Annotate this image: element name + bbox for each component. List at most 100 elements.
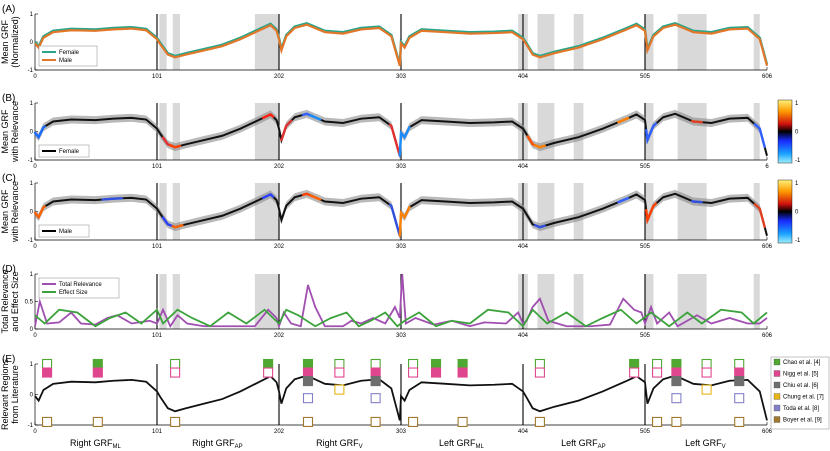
literature-marker bbox=[408, 416, 419, 428]
relevance-mark bbox=[33, 125, 46, 140]
relevance-mark bbox=[161, 216, 174, 228]
y-tick-label: 1 bbox=[30, 101, 34, 107]
x-tick-label: 0 bbox=[33, 74, 37, 80]
mean-curve bbox=[34, 374, 768, 421]
literature-marker bbox=[734, 367, 745, 378]
y-axis-label: Mean GRF bbox=[0, 189, 10, 234]
x-tick-label: 303 bbox=[396, 429, 407, 435]
literature-marker bbox=[170, 358, 181, 370]
colorbar-tick-label: -1 bbox=[795, 158, 801, 164]
y-tick-label: 0 bbox=[30, 130, 34, 136]
legend-swatch bbox=[773, 370, 781, 377]
literature-marker bbox=[629, 367, 640, 378]
x-tick-label: 202 bbox=[274, 333, 285, 339]
segment-label: Left GRFML bbox=[439, 438, 485, 450]
literature-marker bbox=[671, 393, 682, 404]
literature-marker bbox=[430, 367, 442, 378]
relevance-mark bbox=[171, 224, 184, 229]
shaded-region bbox=[159, 103, 167, 160]
y-axis-label: Mean GRF bbox=[0, 109, 10, 154]
x-tick-label: 101 bbox=[152, 164, 163, 170]
literature-marker bbox=[734, 393, 745, 404]
relevance-mark bbox=[533, 224, 546, 229]
y-tick-label: -1 bbox=[28, 423, 34, 429]
x-tick-label: 505 bbox=[640, 74, 651, 80]
literature-marker bbox=[701, 367, 712, 378]
x-tick-label: 101 bbox=[152, 333, 163, 339]
legend-entry: Chung et al. [7] bbox=[783, 395, 824, 401]
shaded-region bbox=[677, 103, 707, 160]
series-total-relevance bbox=[34, 273, 768, 330]
x-tick-label: 505 bbox=[640, 164, 651, 170]
literature-marker bbox=[302, 416, 314, 428]
shaded-region bbox=[573, 274, 584, 329]
legend-entry: Nigg et al. [5] bbox=[783, 372, 819, 378]
x-tick-label: 505 bbox=[640, 333, 651, 339]
y-tick-label: 1 bbox=[30, 362, 34, 368]
x-tick-label: 202 bbox=[274, 164, 285, 170]
literature-marker bbox=[370, 376, 381, 387]
x-tick-label: 0 bbox=[33, 164, 37, 170]
shaded-region bbox=[753, 183, 760, 240]
legend-entry: Male bbox=[59, 229, 73, 235]
y-tick-label: 0 bbox=[30, 210, 34, 216]
relevance-mark bbox=[388, 203, 401, 237]
shaded-region bbox=[677, 183, 707, 240]
literature-marker bbox=[534, 358, 545, 370]
shaded-region bbox=[172, 103, 180, 160]
literature-marker bbox=[652, 358, 663, 370]
x-tick-label: 202 bbox=[274, 429, 285, 435]
panel-label: (C) bbox=[2, 173, 16, 184]
legend-entry: Female bbox=[59, 149, 80, 155]
relevance-mark bbox=[645, 202, 658, 225]
panel-label: (A) bbox=[2, 4, 15, 15]
panel-label: (D) bbox=[2, 264, 16, 275]
literature-marker bbox=[701, 384, 712, 395]
literature-marker bbox=[302, 376, 314, 387]
shaded-region bbox=[645, 183, 654, 240]
shaded-region bbox=[159, 274, 167, 329]
x-tick-label: 606 bbox=[762, 429, 773, 435]
literature-marker bbox=[671, 358, 682, 370]
shaded-region bbox=[537, 183, 555, 240]
panel-B: (B)Mean GRF with Relevance 10-10 101 202 303 4… bbox=[0, 93, 801, 170]
x-tick-label: 6 bbox=[765, 164, 769, 170]
y-tick-label: 0.5 bbox=[25, 300, 34, 306]
literature-marker bbox=[302, 367, 314, 378]
colorbar bbox=[777, 179, 793, 244]
colorbar-tick-label: 1 bbox=[795, 101, 799, 107]
literature-marker bbox=[408, 367, 419, 378]
literature-marker bbox=[334, 367, 345, 378]
literature-marker bbox=[42, 416, 53, 428]
literature-marker bbox=[408, 358, 419, 370]
relevance-mark bbox=[398, 206, 411, 237]
x-tick-label: 0 bbox=[33, 429, 37, 435]
relevance-mark bbox=[753, 123, 766, 148]
shaded-region bbox=[254, 103, 279, 160]
literature-marker bbox=[701, 358, 712, 370]
y-axis-label: (Normalized) bbox=[10, 16, 20, 68]
y-axis-label: from Literature bbox=[10, 365, 20, 424]
x-tick-label: 404 bbox=[518, 164, 529, 170]
segment-label: Right GRFML bbox=[70, 438, 122, 450]
y-tick-label: -1 bbox=[28, 158, 34, 164]
relevance-mark bbox=[617, 196, 630, 204]
literature-marker bbox=[671, 367, 682, 378]
shaded-region bbox=[677, 14, 707, 70]
panel-D: (D)Total Relevance and Effect Size 10.500 1… bbox=[0, 264, 773, 339]
literature-marker bbox=[92, 416, 103, 428]
segment-label: Right GRFV bbox=[316, 438, 363, 450]
literature-marker bbox=[370, 416, 381, 428]
literature-marker bbox=[671, 416, 682, 428]
x-tick-label: 101 bbox=[152, 74, 163, 80]
literature-marker bbox=[534, 367, 545, 378]
relevance-mark bbox=[617, 116, 630, 124]
shaded-region bbox=[172, 183, 180, 240]
legend: Male bbox=[38, 224, 90, 238]
relevance-mark bbox=[388, 123, 401, 157]
legend-entry: Toda et al. [8] bbox=[783, 406, 819, 412]
legend-entry: Female bbox=[59, 50, 80, 56]
shaded-region bbox=[537, 103, 555, 160]
legend: Female Male bbox=[38, 45, 98, 67]
